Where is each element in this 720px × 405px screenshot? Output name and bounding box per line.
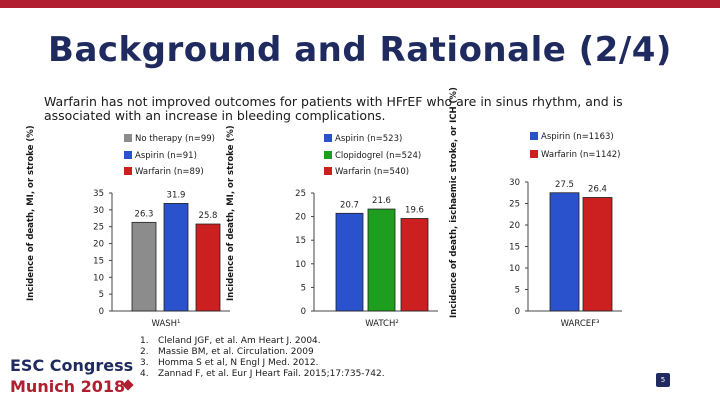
- chart-xlabel: WASH¹: [152, 319, 181, 329]
- legend-item: Aspirin (n=523): [324, 134, 402, 144]
- y-tick-label: 25: [93, 223, 104, 233]
- y-tick-label: 0: [99, 307, 104, 317]
- y-tick-label: 15: [93, 256, 104, 266]
- bar: [582, 197, 613, 312]
- legend-swatch: [124, 134, 132, 142]
- esc-logo-line1: ESC Congress: [10, 356, 134, 375]
- bar-value-label: 26.3: [135, 209, 154, 219]
- bar: [549, 192, 580, 312]
- y-tick-label: 5: [515, 286, 520, 296]
- reference-item: 4. Zannad F, et al. Eur J Heart Fail. 201…: [140, 369, 385, 379]
- reference-item: 1. Cleland JGF, et al. Am Heart J. 2004.: [140, 336, 321, 346]
- y-tick-label: 10: [295, 260, 306, 270]
- chart-watch: 0 5 10 15 20 25 20.7 21.6 19.6 WATCH²: [295, 189, 438, 329]
- legend-swatch: [530, 132, 538, 140]
- slide-subtitle: Warfarin has not improved outcomes for p…: [44, 94, 623, 123]
- y-tick-label: 10: [509, 264, 520, 274]
- y-tick-label: 15: [295, 236, 306, 246]
- chart-xlabel: WARCEF³: [561, 319, 600, 329]
- legend-swatch: [324, 151, 332, 159]
- chart-wash: 0 5 10 15 20 25 30 35 26.3 31.9 25.8 WASH¹: [93, 189, 230, 329]
- legend-swatch: [324, 134, 332, 142]
- y-tick-label: 30: [509, 178, 520, 188]
- bar: [367, 208, 396, 312]
- bar: [131, 221, 157, 312]
- bar: [335, 212, 364, 312]
- legend-item: Clopidogrel (n=524): [324, 151, 421, 161]
- legend-item: No therapy (n=99): [124, 134, 215, 144]
- bar-value-label: 27.5: [555, 180, 574, 190]
- y-tick-label: 20: [295, 213, 306, 223]
- y-tick-label: 20: [93, 240, 104, 250]
- reference-item: 3. Homma S et al, N Engl J Med. 2012.: [140, 358, 319, 368]
- top-accent-bar: [0, 0, 720, 8]
- y-tick-label: 30: [93, 206, 104, 216]
- legend-item: Aspirin (n=91): [124, 151, 197, 161]
- legend-swatch: [124, 167, 132, 175]
- y-tick-label: 10: [93, 273, 104, 283]
- y-tick-label: 25: [509, 200, 520, 210]
- y-tick-label: 0: [515, 307, 520, 317]
- legend-swatch: [124, 151, 132, 159]
- slide-title: Background and Rationale (2/4): [48, 30, 672, 70]
- esc-logo-line2: Munich 2018: [10, 377, 126, 396]
- bar-value-label: 20.7: [340, 200, 359, 210]
- bar-value-label: 26.4: [588, 184, 607, 194]
- page-number: 5: [656, 373, 670, 387]
- bar-value-label: 25.8: [199, 211, 218, 221]
- bar: [400, 218, 429, 312]
- reference-item: 2. Massie BM, et al. Circulation. 2009: [140, 347, 314, 357]
- chart-xlabel: WATCH²: [365, 319, 399, 329]
- bar: [195, 223, 221, 312]
- y-tick-label: 5: [301, 283, 306, 293]
- legend-item: Warfarin (n=1142): [530, 150, 620, 160]
- bar-value-label: 21.6: [372, 196, 391, 206]
- legend-swatch: [324, 167, 332, 175]
- legend-item: Warfarin (n=540): [324, 167, 409, 177]
- y-tick-label: 35: [93, 189, 104, 199]
- y-tick-label: 0: [301, 307, 306, 317]
- y-tick-label: 15: [509, 243, 520, 253]
- bar-value-label: 19.6: [405, 205, 424, 215]
- bar: [163, 203, 189, 312]
- y-tick-label: 20: [509, 221, 520, 231]
- y-tick-label: 5: [99, 290, 104, 300]
- chart-warcef: 0 5 10 15 20 25 30 27.5 26.4 WARCEF³: [509, 178, 622, 329]
- y-tick-label: 25: [295, 189, 306, 199]
- references-list: 1. Cleland JGF, et al. Am Heart J. 2004. …: [140, 336, 385, 380]
- legend-item: Aspirin (n=1163): [530, 132, 614, 142]
- legend-swatch: [530, 150, 538, 158]
- bar-value-label: 31.9: [167, 190, 186, 200]
- legend-item: Warfarin (n=89): [124, 167, 204, 177]
